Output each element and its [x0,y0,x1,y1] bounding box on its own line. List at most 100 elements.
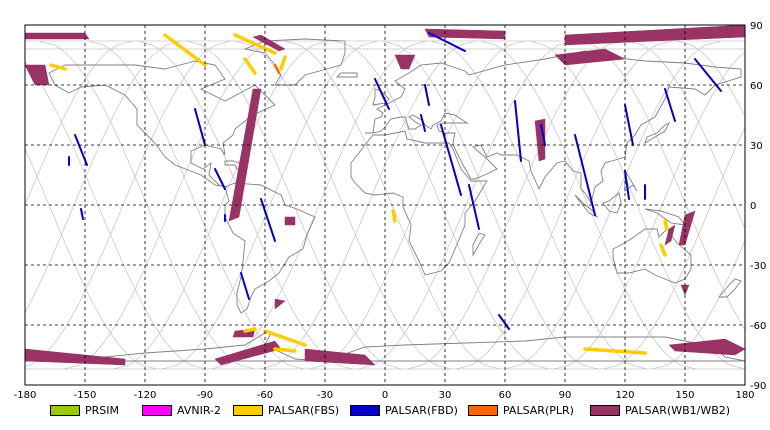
x-tick-label: -120 [134,390,157,401]
swath-fbs [243,327,257,333]
orbit-track [676,40,745,118]
swath-fbd [664,88,676,122]
swath-wb [274,298,286,310]
swath-fbd [514,100,522,162]
x-tick-label: -30 [317,390,333,401]
coastline [335,72,358,78]
coastline [472,232,486,257]
x-tick-label: 120 [615,390,634,401]
y-tick-label: -90 [750,381,766,392]
swath-fbd [624,104,634,146]
map-frame [24,24,746,386]
orbit-track [480,40,696,370]
swath-fbd [574,134,596,216]
coastline [365,50,742,205]
legend-label: PALSAR(FBD) [385,403,458,417]
swath-fbd [498,314,510,330]
y-tick-label: 90 [750,21,763,32]
x-tick-label: 30 [439,390,452,401]
swath-fbs [233,33,277,55]
orbit-track [186,40,402,370]
x-tick-label: 0 [382,390,388,401]
x-tick-label: 180 [735,390,754,401]
orbit-track [137,40,353,370]
swath-wb [214,340,282,366]
swath-fbd [420,114,426,132]
swath-fbs [273,347,297,353]
swath-fbd [194,108,206,146]
legend-label: PALSAR(FBS) [268,403,340,417]
swath-fbd [240,272,250,300]
x-tick-label: 90 [559,390,572,401]
coastline [48,60,276,188]
swath-fbd [694,58,722,92]
y-tick-label: 60 [750,81,763,92]
y-tick-label: -60 [750,321,766,332]
orbit-track [25,40,133,207]
swath-wb [554,48,626,66]
swath-fbs [391,209,397,223]
orbit-track [162,40,378,370]
legend-swatch [50,404,80,416]
orbit-track [431,40,647,370]
swath-fbs [263,329,307,347]
swath-fbd [424,84,430,106]
coastline [224,182,316,314]
coastline [644,121,671,145]
swath-wb [228,88,262,222]
x-tick-label: -180 [14,390,37,401]
orbit-track [652,239,745,370]
legend-swatch [590,404,620,416]
coastline [350,130,488,276]
x-tick-label: -90 [197,390,213,401]
swath-fbd [80,208,84,220]
swath-fbd [468,184,480,230]
legend-label: PALSAR(WB1/WB2) [625,403,731,417]
swath-wb [664,224,676,246]
swath-fbs [583,347,647,355]
legend-swatch [142,404,172,416]
swath-wb [25,32,90,40]
legend-item: PALSAR(PLR) [468,402,574,418]
x-tick-label: -60 [257,390,273,401]
x-tick-label: 150 [675,390,694,401]
legend-item: PALSAR(WB1/WB2) [590,402,730,418]
swath-wb [394,54,416,70]
swath-wb [284,216,296,226]
swath-fbs [279,55,287,71]
swath-wb [252,34,286,52]
orbit-track [407,40,623,370]
legend-label: PALSAR(PLR) [503,403,574,417]
swath-fbs [663,219,669,231]
swath-fbs [163,33,207,67]
swath-fbd [440,124,462,196]
legend-label: AVNIR-2 [177,403,221,417]
y-tick-label: 0 [750,201,756,212]
legend-swatch [350,404,380,416]
swath-fbd [428,32,466,52]
legend-swatch [468,404,498,416]
orbit-track [113,40,329,370]
swath-wb [564,25,745,46]
swath-plr [273,63,281,75]
legend-label: PRSIM [85,403,119,417]
coastline [612,228,692,284]
legend-item: PRSIM [50,402,119,418]
coastline [602,192,622,214]
swath-wb [668,338,745,356]
swath-fbd [540,124,546,146]
swath-wb [25,348,126,366]
swath-fbs [49,63,67,71]
x-tick-label: 60 [499,390,512,401]
legend-item: AVNIR-2 [142,402,221,418]
swath-wb [304,348,376,366]
swath-fbs [243,57,257,75]
swath-fbd [624,170,630,200]
swath-fbd [214,168,226,190]
legend-swatch [233,404,263,416]
x-tick-label: -150 [74,390,97,401]
legend: PRSIM AVNIR-2 PALSAR(FBS) PALSAR(FBD) PALSAR… [0,402,770,420]
observation-swaths [25,25,745,366]
swath-fbd [260,198,276,242]
